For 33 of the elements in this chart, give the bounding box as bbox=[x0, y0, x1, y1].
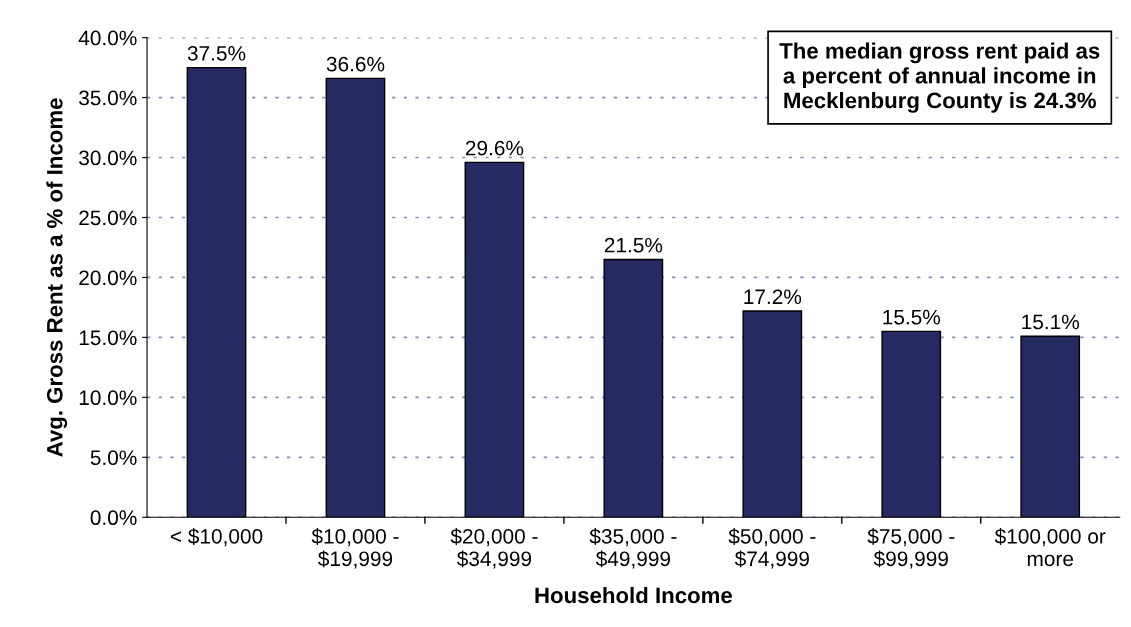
y-axis-title: Avg. Gross Rent as a % of Income bbox=[46, 98, 68, 457]
x-tick-label: $75,000 - $99,999 bbox=[867, 528, 955, 569]
data-label: 29.6% bbox=[465, 140, 524, 156]
y-tick-label: 5.0% bbox=[90, 450, 137, 466]
bar bbox=[186, 66, 247, 518]
data-label: 36.6% bbox=[326, 56, 385, 72]
bar bbox=[464, 161, 525, 518]
data-label: 15.1% bbox=[1022, 314, 1080, 330]
y-tick-label: 30.0% bbox=[79, 150, 137, 166]
x-tick-label: $100,000 or more bbox=[994, 528, 1106, 567]
bar bbox=[603, 258, 664, 518]
x-tick-label: $35,000 - $49,999 bbox=[589, 528, 677, 569]
annotation: The median gross rent paid as a percent of annual income in Mecklenburg County is 24.3% bbox=[779, 42, 1100, 113]
data-label: 21.5% bbox=[604, 237, 663, 253]
data-label: 37.5% bbox=[187, 45, 246, 61]
y-tick-label: 20.0% bbox=[79, 270, 137, 286]
data-label: 15.5% bbox=[883, 309, 941, 325]
y-tick-label: 40.0% bbox=[78, 30, 137, 46]
x-tick-label: $20,000 - $34,999 bbox=[450, 528, 538, 569]
x-tick-label: < $10,000 bbox=[170, 528, 263, 547]
bar bbox=[881, 330, 942, 518]
x-tick-label: $10,000 - $19,999 bbox=[311, 528, 399, 569]
y-tick-label: 15.0% bbox=[79, 330, 137, 346]
y-tick-label: 0.0% bbox=[90, 510, 137, 526]
x-tick-label: $50,000 - $74,999 bbox=[728, 528, 816, 569]
y-tick-label: 10.0% bbox=[79, 390, 137, 406]
x-axis-title: Household Income bbox=[535, 586, 732, 604]
data-label: 17.2% bbox=[744, 289, 802, 305]
bar bbox=[742, 310, 803, 518]
bar bbox=[325, 77, 386, 518]
y-tick-label: 35.0% bbox=[79, 90, 137, 106]
y-tick-label: 25.0% bbox=[79, 210, 137, 226]
bar bbox=[1020, 335, 1081, 518]
